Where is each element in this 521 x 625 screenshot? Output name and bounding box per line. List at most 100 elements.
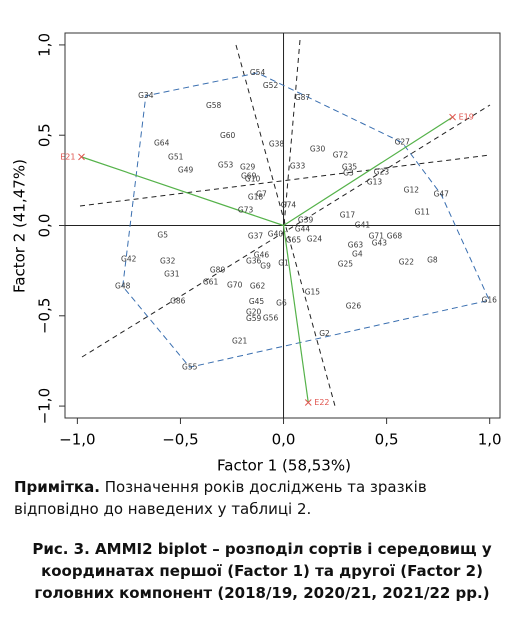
genotype-label: G22 [399, 257, 415, 266]
genotype-label: G4 [352, 249, 363, 258]
genotype-label: G6 [276, 298, 287, 307]
genotype-label: G44 [295, 224, 311, 233]
genotype-label: G48 [115, 281, 131, 290]
genotype-label: G26 [346, 301, 362, 310]
genotype-label: G71 [369, 232, 385, 241]
y-tick-label: −1,0 [36, 388, 54, 424]
genotype-label: G24 [307, 234, 323, 243]
genotype-label: G87 [295, 93, 311, 102]
genotype-label: G73 [238, 206, 254, 215]
genotype-label: G36 [246, 256, 262, 265]
y-tick-label: −0,5 [36, 298, 54, 334]
note: Примітка. Позначення років досліджень та… [14, 476, 510, 520]
genotype-label: G64 [154, 139, 170, 148]
genotype-label: G55 [182, 362, 198, 371]
genotype-label: G23 [374, 168, 390, 177]
genotype-label: G74 [281, 201, 297, 210]
genotype-label: G72 [333, 151, 349, 160]
x-tick-label: −1,0 [59, 431, 95, 449]
chart: Factor 2 (41,47%) Factor 1 (58,53%) −1,0… [11, 32, 502, 475]
genotype-label: G49 [178, 166, 194, 175]
genotype-label: G70 [227, 280, 243, 289]
genotype-label: G15 [305, 287, 321, 296]
sector-line [81, 104, 491, 358]
genotype-label: G13 [367, 178, 383, 187]
genotype-label: G80 [210, 265, 226, 274]
note-text: Позначення років досліджень та зразків в… [14, 478, 427, 518]
genotype-label: G60 [220, 131, 236, 140]
y-axis-label: Factor 2 (41,47%) [11, 159, 29, 293]
genotype-label: G46 [254, 250, 270, 259]
genotype-label: G47 [434, 190, 450, 199]
genotype-label: G59 [246, 314, 262, 323]
x-tick-label: 0,5 [375, 431, 399, 449]
genotype-label: G58 [206, 101, 222, 110]
note-label: Примітка. [14, 478, 100, 496]
environment-marker [78, 153, 85, 161]
genotype-label: G29 [240, 163, 256, 172]
genotype-label: G56 [263, 313, 279, 322]
environment-label: E22 [314, 398, 329, 407]
sector-line [283, 39, 301, 227]
genotype-label: G53 [218, 161, 234, 170]
genotype-label: G5 [157, 230, 168, 239]
genotype-label: G51 [168, 153, 184, 162]
genotype-label: G16 [482, 295, 498, 304]
sector-line [79, 154, 491, 207]
genotype-label: G32 [160, 256, 176, 265]
genotype-label: G12 [404, 186, 420, 195]
genotype-label: G39 [298, 215, 314, 224]
genotype-label: G3 [343, 169, 354, 178]
genotype-label: G33 [290, 162, 306, 171]
environment-label: E19 [459, 113, 474, 122]
genotype-label: G27 [395, 138, 411, 147]
y-tick-label: 0,5 [36, 123, 54, 147]
genotype-label: G62 [250, 281, 266, 290]
genotype-label: G43 [372, 238, 388, 247]
genotype-label: G9 [260, 261, 271, 270]
environment-marker [304, 399, 312, 406]
y-tick-label: 0,0 [36, 214, 54, 238]
genotype-label: G65 [286, 235, 302, 244]
genotype-label: G2 [319, 329, 330, 338]
genotype-label: G20 [246, 307, 262, 316]
genotype-label: G18 [248, 193, 264, 202]
genotype-label: G37 [248, 232, 264, 241]
environment-label: E21 [60, 152, 75, 161]
genotype-label: G1 [278, 258, 289, 267]
genotype-label: G11 [415, 207, 431, 216]
genotype-label: G68 [387, 232, 403, 241]
y-tick-label: 1,0 [35, 33, 53, 57]
genotype-label: G34 [138, 91, 154, 100]
genotype-label: G45 [249, 297, 265, 306]
genotype-label: G52 [263, 81, 279, 90]
genotype-label: G30 [310, 145, 326, 154]
genotype-label: G7 [256, 190, 267, 199]
environment-vector [282, 225, 309, 403]
sector-lines [79, 39, 491, 407]
genotype-label: G61 [203, 277, 219, 286]
genotype-label: G38 [269, 140, 285, 149]
genotype-hull [122, 72, 490, 368]
environment-vector [283, 116, 453, 227]
genotype-label: G25 [338, 259, 354, 268]
genotype-label: G54 [250, 68, 266, 77]
x-axis-label: Factor 1 (58,53%) [217, 457, 351, 475]
figure-caption: Рис. 3. AMMI2 biplot – розподіл сортів і… [32, 540, 492, 602]
genotype-label: G40 [268, 230, 284, 239]
genotype-label: G69 [241, 172, 257, 181]
genotype-label: G31 [164, 269, 180, 278]
genotype-label: G35 [342, 163, 358, 172]
x-tick-label: −0,5 [162, 431, 198, 449]
x-tick-label: 1,0 [478, 431, 502, 449]
genotype-label: G10 [245, 175, 261, 184]
genotype-label: G21 [232, 336, 248, 345]
environment-vector [81, 156, 284, 227]
x-tick-label: 0,0 [272, 431, 296, 449]
genotype-label: G17 [340, 211, 356, 220]
environment-marker [449, 113, 456, 121]
genotype-label: G86 [170, 296, 186, 305]
genotype-label: G8 [427, 255, 438, 264]
genotype-label: G41 [355, 221, 371, 230]
